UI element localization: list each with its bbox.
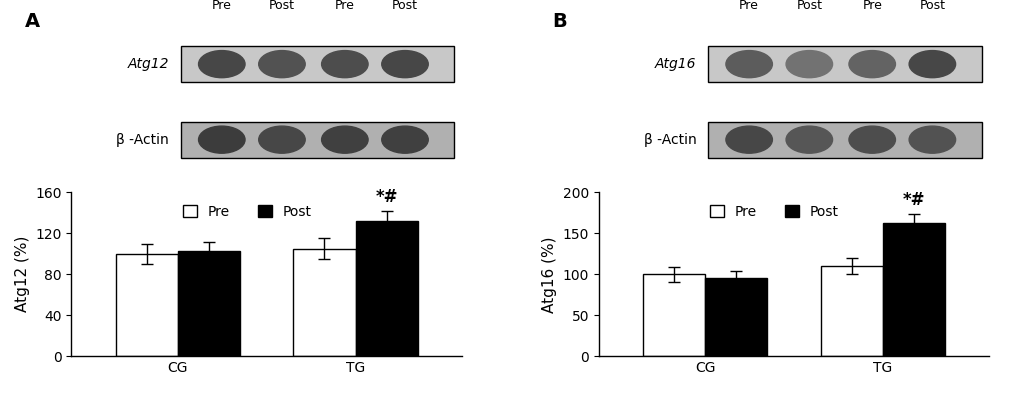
Ellipse shape: [726, 126, 771, 153]
Ellipse shape: [199, 126, 245, 153]
Ellipse shape: [381, 51, 428, 78]
Ellipse shape: [786, 126, 832, 153]
Text: Post: Post: [796, 0, 821, 11]
Text: Pre: Pre: [861, 0, 881, 11]
Text: Pre: Pre: [212, 0, 231, 11]
Bar: [704, 278, 766, 356]
Legend: Pre, Post: Pre, Post: [177, 199, 317, 224]
Text: Atg12: Atg12: [127, 57, 169, 71]
Ellipse shape: [848, 51, 895, 78]
Bar: [643, 274, 704, 356]
Legend: Pre, Post: Pre, Post: [704, 199, 844, 224]
Bar: [116, 254, 177, 356]
Text: B: B: [551, 11, 567, 30]
Ellipse shape: [321, 51, 368, 78]
Bar: [882, 223, 944, 356]
Bar: [356, 221, 417, 356]
Ellipse shape: [259, 126, 305, 153]
Ellipse shape: [259, 51, 305, 78]
Text: Pre: Pre: [739, 0, 758, 11]
Bar: [707, 122, 980, 158]
Text: β -Actin: β -Actin: [116, 133, 169, 147]
Ellipse shape: [381, 126, 428, 153]
Bar: [820, 266, 882, 356]
Ellipse shape: [726, 51, 771, 78]
Text: Atg16: Atg16: [654, 57, 696, 71]
Ellipse shape: [321, 126, 368, 153]
Bar: [180, 122, 453, 158]
Y-axis label: Atg12 (%): Atg12 (%): [14, 236, 30, 312]
Bar: [180, 46, 453, 82]
Text: Pre: Pre: [334, 0, 355, 11]
Text: Post: Post: [918, 0, 945, 11]
Bar: [177, 251, 239, 356]
Ellipse shape: [908, 51, 955, 78]
Text: Post: Post: [391, 0, 418, 11]
Bar: [707, 46, 980, 82]
Ellipse shape: [848, 126, 895, 153]
Bar: [293, 249, 356, 356]
Text: A: A: [24, 11, 40, 30]
Ellipse shape: [908, 126, 955, 153]
Text: *#: *#: [375, 188, 397, 206]
Ellipse shape: [786, 51, 832, 78]
Text: *#: *#: [902, 190, 924, 209]
Ellipse shape: [199, 51, 245, 78]
Y-axis label: Atg16 (%): Atg16 (%): [541, 236, 556, 312]
Text: Post: Post: [269, 0, 294, 11]
Text: β -Actin: β -Actin: [643, 133, 696, 147]
